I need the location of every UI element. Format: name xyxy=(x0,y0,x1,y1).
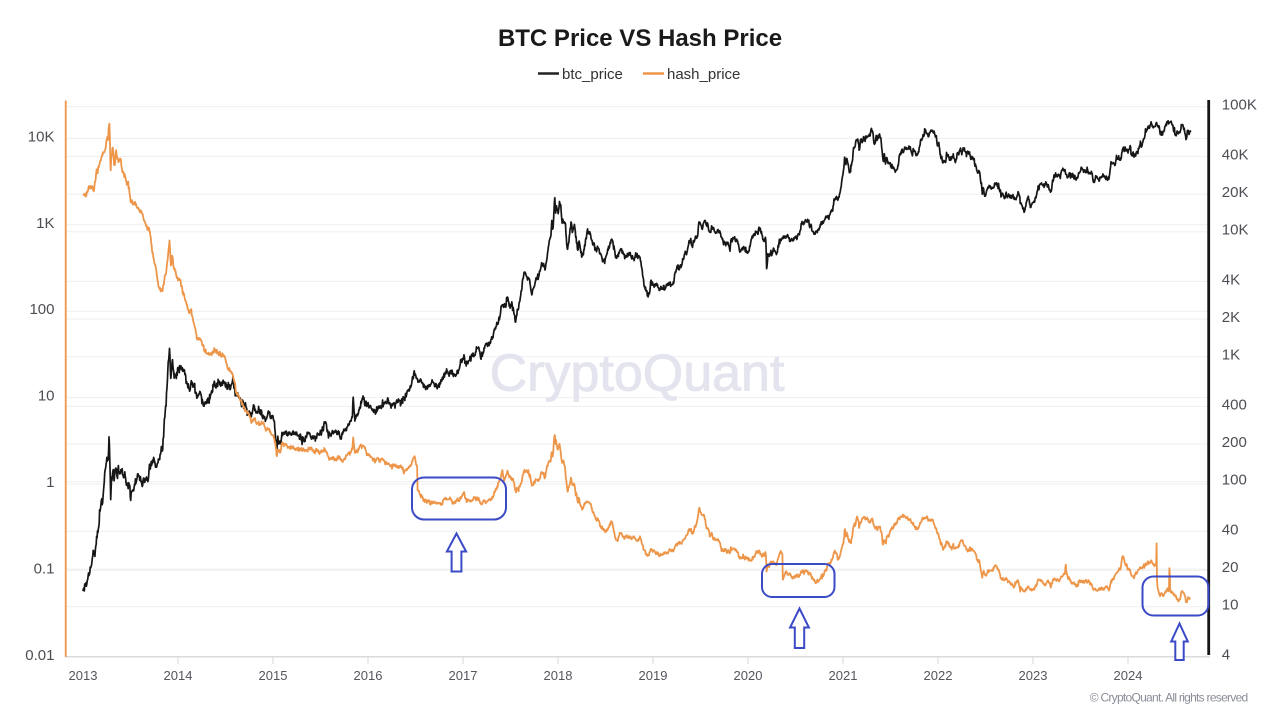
svg-text:2022: 2022 xyxy=(924,668,953,683)
svg-text:hash_price: hash_price xyxy=(667,66,740,83)
svg-text:2021: 2021 xyxy=(829,668,858,683)
svg-text:1: 1 xyxy=(46,474,54,491)
svg-text:40K: 40K xyxy=(1222,146,1249,163)
svg-text:2019: 2019 xyxy=(639,668,668,683)
svg-text:2015: 2015 xyxy=(259,668,288,683)
svg-text:100: 100 xyxy=(29,301,54,318)
svg-text:CryptoQuant: CryptoQuant xyxy=(490,345,785,403)
svg-text:1K: 1K xyxy=(36,215,54,232)
svg-text:2016: 2016 xyxy=(354,668,383,683)
svg-text:20: 20 xyxy=(1222,559,1239,576)
svg-text:40: 40 xyxy=(1222,521,1239,538)
svg-text:4K: 4K xyxy=(1222,271,1240,288)
svg-text:0.1: 0.1 xyxy=(34,560,55,577)
svg-text:2023: 2023 xyxy=(1019,668,1048,683)
svg-text:2013: 2013 xyxy=(69,668,98,683)
svg-text:1K: 1K xyxy=(1222,347,1240,364)
svg-text:400: 400 xyxy=(1222,396,1247,413)
svg-text:10: 10 xyxy=(38,388,55,405)
svg-text:200: 200 xyxy=(1222,434,1247,451)
svg-text:2017: 2017 xyxy=(449,668,478,683)
svg-text:© CryptoQuant. All rights rese: © CryptoQuant. All rights reserved xyxy=(1090,691,1248,705)
svg-text:10: 10 xyxy=(1222,597,1239,614)
svg-text:2018: 2018 xyxy=(544,668,573,683)
svg-text:btc_price: btc_price xyxy=(562,66,623,83)
svg-text:4: 4 xyxy=(1222,646,1230,663)
svg-text:2K: 2K xyxy=(1222,309,1240,326)
svg-text:100K: 100K xyxy=(1222,97,1257,114)
svg-text:10K: 10K xyxy=(1222,222,1249,239)
svg-text:2020: 2020 xyxy=(734,668,763,683)
svg-text:0.01: 0.01 xyxy=(25,647,54,664)
svg-text:2024: 2024 xyxy=(1114,668,1143,683)
svg-text:100: 100 xyxy=(1222,472,1247,489)
svg-text:10K: 10K xyxy=(28,128,55,145)
svg-text:20K: 20K xyxy=(1222,184,1249,201)
svg-text:2014: 2014 xyxy=(164,668,193,683)
svg-text:BTC Price VS Hash Price: BTC Price VS Hash Price xyxy=(498,25,782,52)
